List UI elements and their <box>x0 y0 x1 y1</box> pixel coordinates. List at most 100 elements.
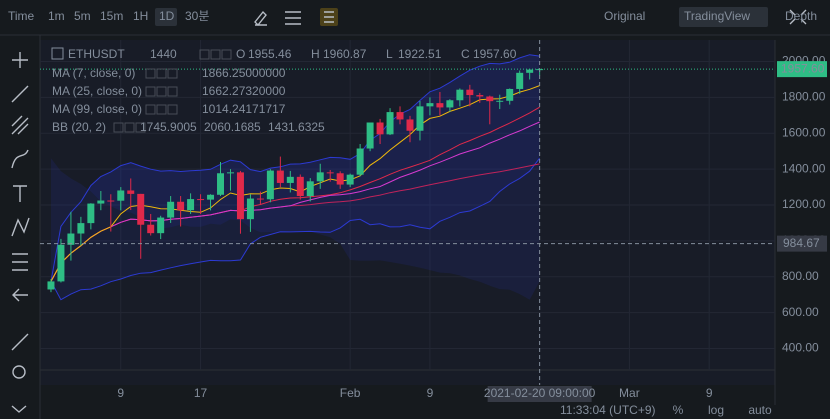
candle-body <box>346 174 354 185</box>
legend-button[interactable] <box>156 104 167 115</box>
candle-body <box>256 198 264 200</box>
indicator-value: 2060.1685 <box>204 120 261 134</box>
ohlc-value: 1922.51 <box>398 47 442 61</box>
legend-button[interactable] <box>221 49 232 60</box>
candle-body <box>107 200 115 202</box>
candle-body <box>97 200 105 204</box>
ohlc-value: 1955.46 <box>248 47 292 61</box>
candle-body <box>416 106 424 131</box>
indicator-name: MA (25, close, 0) <box>52 84 142 98</box>
zoom-tool[interactable] <box>12 365 26 379</box>
legend-button[interactable] <box>167 68 178 79</box>
candle-body <box>117 190 125 201</box>
line-tool[interactable] <box>11 85 29 103</box>
candle-body <box>217 173 224 195</box>
tool-panel <box>11 8 807 413</box>
candle-body <box>356 148 364 175</box>
fib-tool[interactable] <box>11 115 29 135</box>
interval-button[interactable]: 1D <box>159 9 175 23</box>
x-tick-label: 17 <box>194 386 208 400</box>
bb-upper <box>50 54 540 282</box>
legend-button[interactable] <box>135 122 146 133</box>
candle-body <box>177 201 185 211</box>
text-tool[interactable] <box>13 185 27 202</box>
legend-button[interactable] <box>113 122 124 133</box>
interval-button[interactable]: 15m <box>100 9 123 23</box>
candle-body <box>436 103 444 108</box>
y-tick-label: 400.00 <box>782 341 819 355</box>
settings-icon[interactable] <box>285 11 301 25</box>
crosshair-tool[interactable] <box>12 52 28 68</box>
crosshair-x-label: 2021-02-20 09:00:00 <box>484 386 596 400</box>
ohlc-value: 1957.60 <box>473 47 517 61</box>
candle-body <box>296 176 304 197</box>
candle-body <box>316 172 324 182</box>
brush-tool[interactable] <box>11 149 29 169</box>
draw-icon[interactable] <box>254 10 267 27</box>
interval-button[interactable]: 1H <box>133 9 148 23</box>
candle-body <box>336 173 344 185</box>
y-tick-label: 1200.00 <box>782 197 826 211</box>
legend-button[interactable] <box>167 86 178 97</box>
plot <box>40 40 775 370</box>
status-button[interactable]: % <box>673 403 684 417</box>
candle-body <box>466 89 474 96</box>
candle-body <box>366 122 374 149</box>
clock: 11:33:04 (UTC+9) <box>560 403 656 417</box>
indicator-name: MA (7, close, 0) <box>52 66 135 80</box>
crosshair-x-tag <box>487 386 592 402</box>
candle-body <box>446 100 454 108</box>
crosshair-y-tag <box>777 235 827 252</box>
legend-button[interactable] <box>167 104 178 115</box>
legend-button[interactable] <box>156 86 167 97</box>
candle-body <box>516 72 524 89</box>
indicator-value: 1745.9005 <box>140 120 197 134</box>
candle-body <box>506 88 514 101</box>
candle-body <box>197 199 205 201</box>
x-tick-label: Feb <box>340 386 361 400</box>
ohlc-key: O <box>236 47 245 61</box>
interval-button[interactable]: 30분 <box>185 9 209 23</box>
collapse[interactable] <box>11 405 27 413</box>
view-button[interactable]: Original <box>604 9 645 23</box>
legend-button[interactable] <box>145 104 156 115</box>
candle-body <box>276 170 284 183</box>
back-tool[interactable] <box>12 288 28 302</box>
indicator-value: 1014.24171717 <box>202 102 286 116</box>
pattern-tool[interactable] <box>11 217 30 237</box>
ohlc-value: 1960.87 <box>323 47 367 61</box>
candle-body <box>476 95 484 97</box>
legend-button[interactable] <box>156 68 167 79</box>
prediction-tool[interactable] <box>12 253 28 271</box>
fullscreen[interactable] <box>789 9 807 25</box>
legend-button[interactable] <box>145 68 156 79</box>
candle-body <box>266 170 274 200</box>
indicator-value: 1866.25000000 <box>202 66 286 80</box>
legend-button[interactable] <box>210 49 221 60</box>
candle-body <box>496 100 504 102</box>
ma-line <box>50 121 540 282</box>
candle-body <box>286 176 294 183</box>
candle-body <box>47 281 55 290</box>
view-button[interactable]: Depth <box>785 9 817 23</box>
ruler-tool[interactable] <box>11 333 29 351</box>
view-button[interactable]: TradingView <box>684 9 750 23</box>
ohlc-key: C <box>461 47 470 61</box>
interval-button[interactable]: 5m <box>74 9 91 23</box>
y-tick-label: 1800.00 <box>782 90 826 104</box>
legend-button[interactable] <box>199 49 210 60</box>
status-button[interactable]: auto <box>748 403 772 417</box>
collapse-box[interactable] <box>51 47 64 60</box>
status-button[interactable]: log <box>708 403 724 417</box>
candle-body <box>306 181 314 197</box>
interval-button[interactable]: 1m <box>48 9 65 23</box>
indicator-name: BB (20, 2) <box>52 120 106 134</box>
interval-button[interactable]: Time <box>8 9 35 23</box>
candle-body <box>486 96 494 102</box>
candle-body <box>187 199 195 211</box>
legend-button[interactable] <box>124 122 135 133</box>
candle-body <box>226 172 234 174</box>
symbol: ETHUSDT <box>68 47 125 61</box>
legend-button[interactable] <box>145 86 156 97</box>
active-bg <box>679 7 768 27</box>
